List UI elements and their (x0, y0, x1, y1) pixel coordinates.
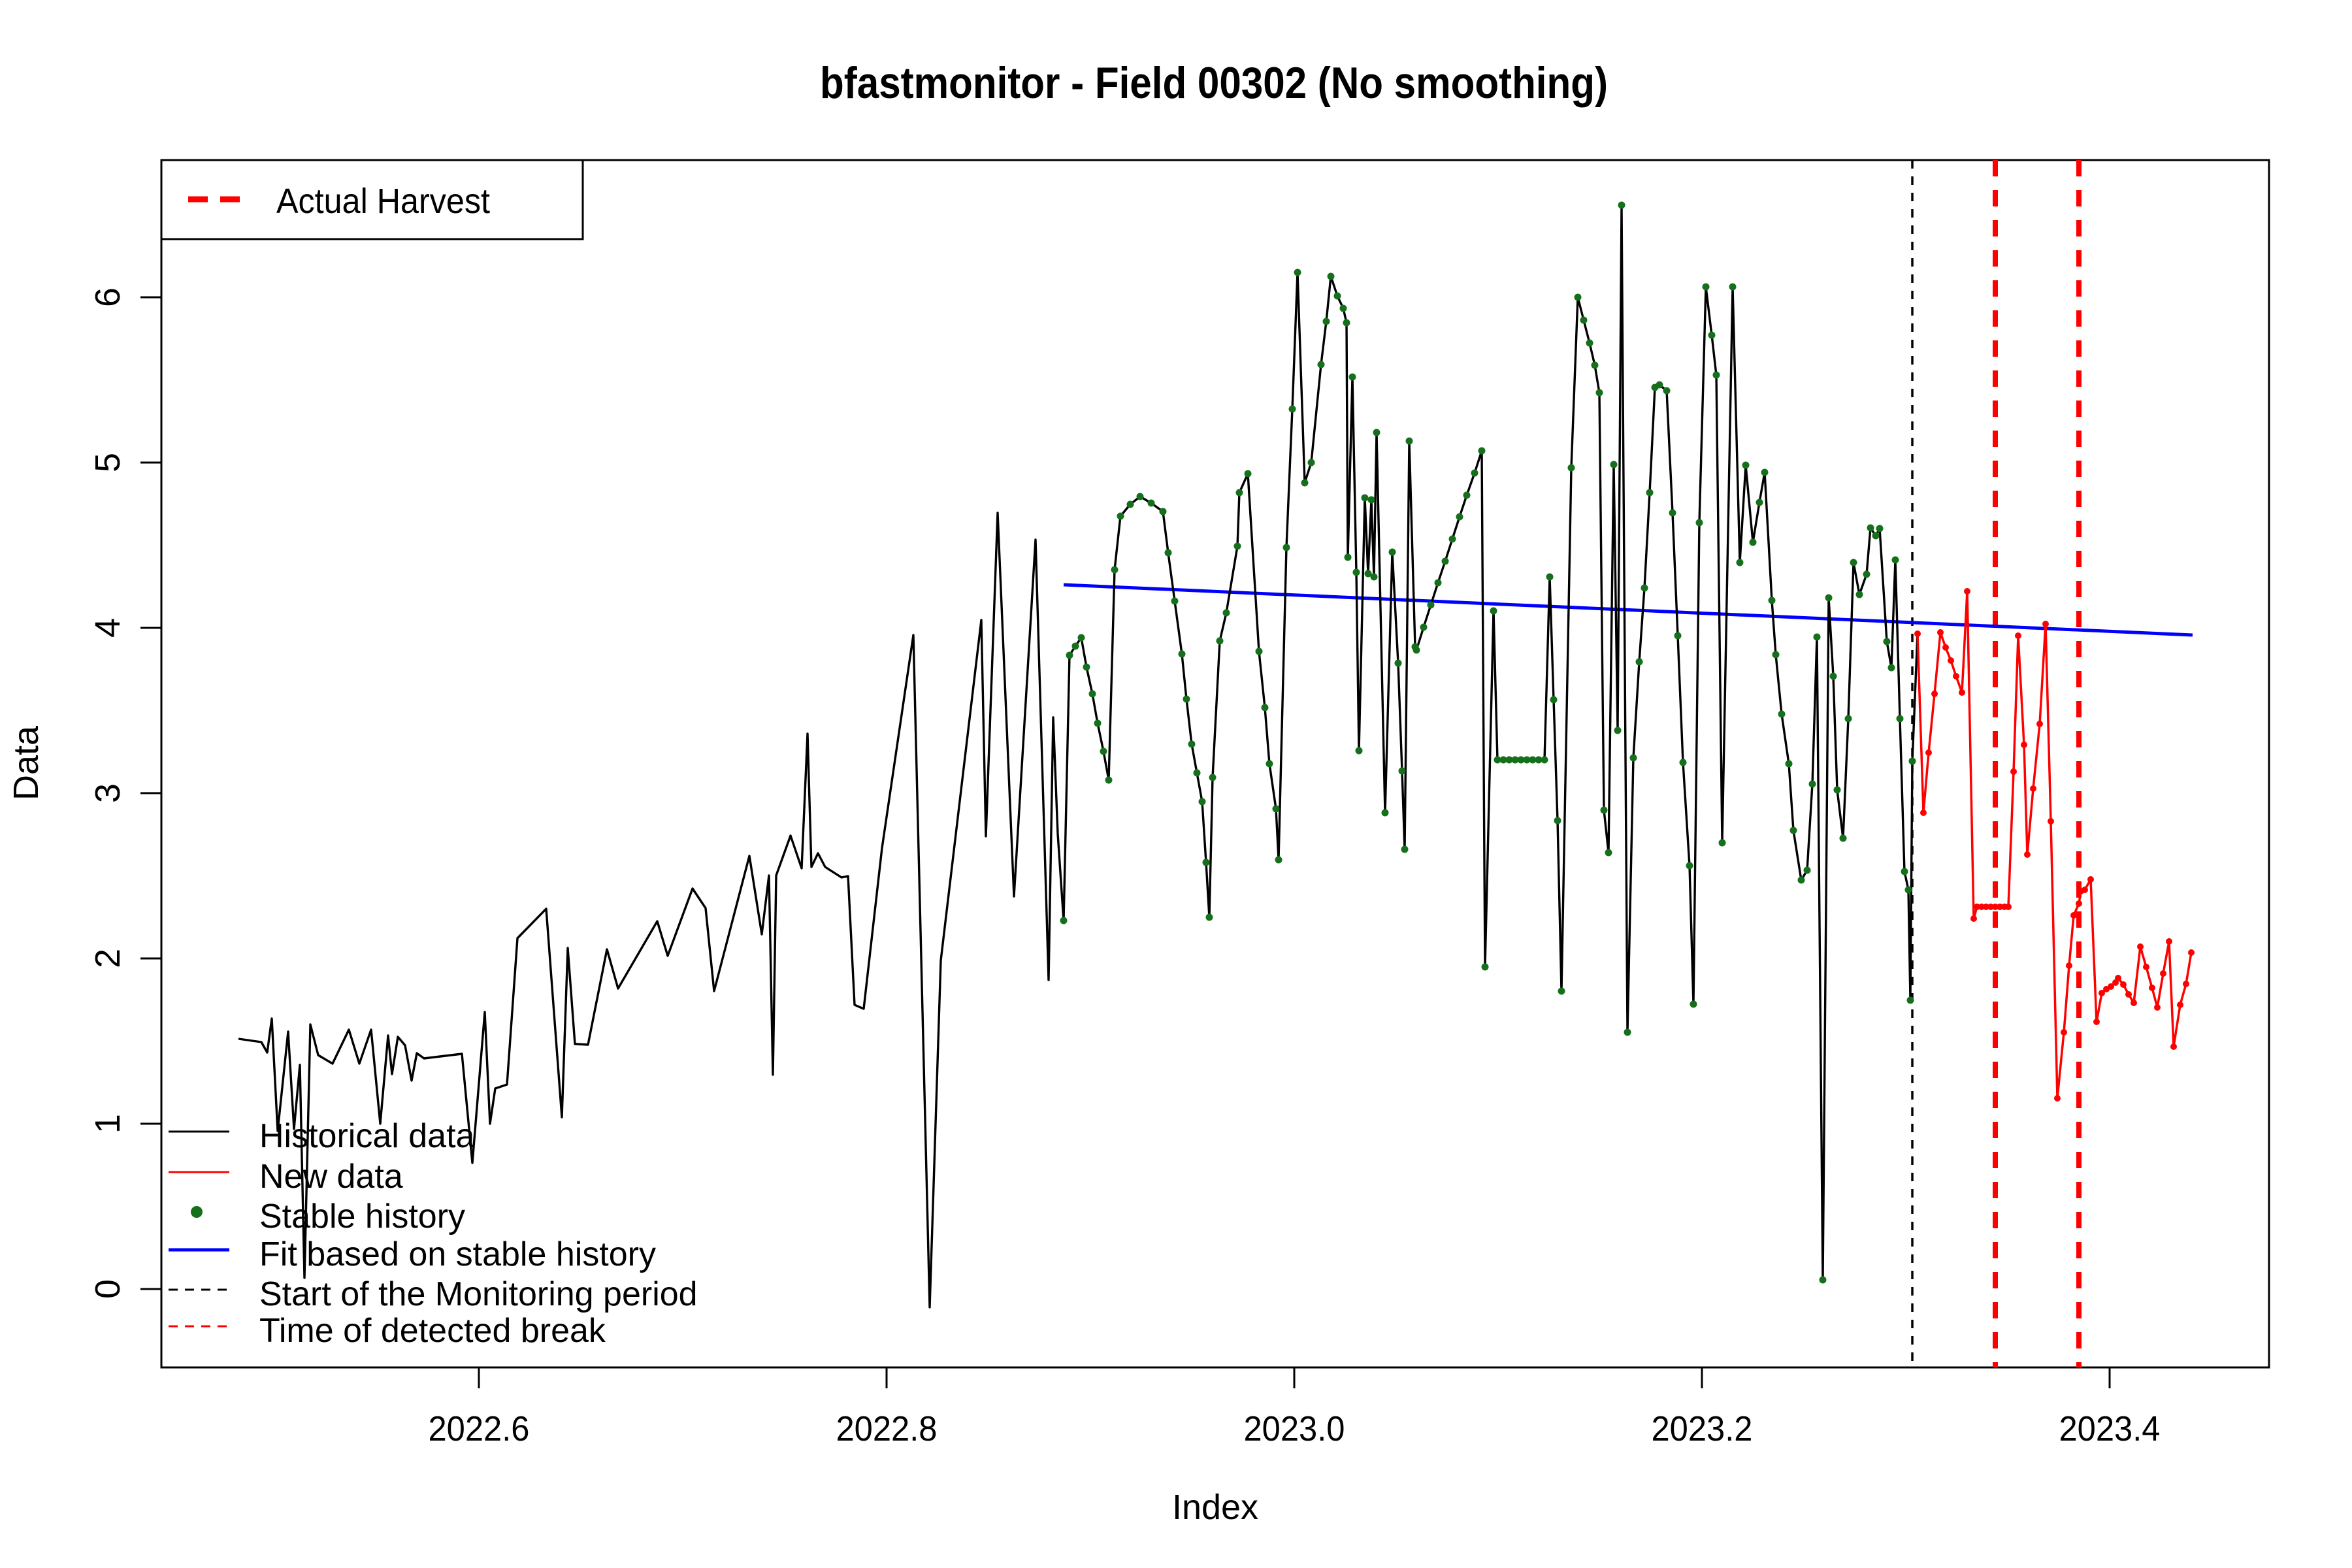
svg-text:Historical data: Historical data (259, 1117, 475, 1155)
svg-text:Stable history: Stable history (259, 1198, 465, 1235)
svg-text:Fit based on stable history: Fit based on stable history (259, 1235, 656, 1273)
svg-text:Start of the Monitoring period: Start of the Monitoring period (259, 1275, 698, 1313)
svg-text:bfastmonitor - Field 00302 (No: bfastmonitor - Field 00302 (No smoothing… (820, 58, 1608, 108)
svg-text:New data: New data (259, 1158, 403, 1196)
svg-text:2022.6: 2022.6 (429, 1409, 530, 1448)
svg-text:2022.8: 2022.8 (836, 1409, 938, 1448)
svg-text:2023.0: 2023.0 (1244, 1409, 1345, 1448)
svg-text:Time of detected break: Time of detected break (259, 1312, 606, 1350)
svg-text:0: 0 (88, 1279, 127, 1299)
svg-text:2023.2: 2023.2 (1652, 1409, 1753, 1448)
svg-text:6: 6 (88, 287, 127, 307)
svg-text:Data: Data (7, 725, 46, 800)
svg-text:Actual Harvest: Actual Harvest (276, 182, 490, 221)
svg-text:3: 3 (88, 783, 127, 803)
svg-text:2023.4: 2023.4 (2059, 1409, 2161, 1448)
svg-text:Index: Index (1172, 1488, 1258, 1527)
svg-text:1: 1 (88, 1114, 127, 1134)
svg-text:2: 2 (88, 949, 127, 968)
svg-text:4: 4 (88, 618, 127, 638)
svg-text:5: 5 (88, 453, 127, 472)
